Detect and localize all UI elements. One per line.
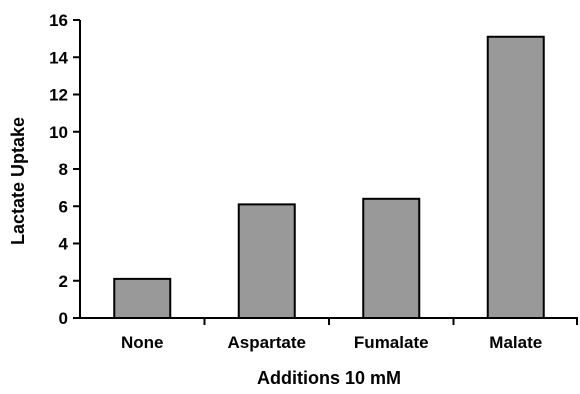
- y-ticks: 0 2 4 6 8 10 12 14 16: [49, 11, 80, 328]
- category-label-malate: Malate: [489, 333, 542, 352]
- bar-aspartate: [237, 203, 296, 319]
- bar-malate: [486, 35, 545, 319]
- x-ticks: [203, 318, 578, 325]
- y-tick-label: 14: [49, 48, 68, 67]
- bar-none: [113, 277, 172, 320]
- y-tick-label: 2: [59, 272, 68, 291]
- y-tick-label: 8: [59, 160, 68, 179]
- category-labels: None Aspartate Fumalate Malate: [121, 333, 542, 352]
- y-tick-label: 4: [59, 235, 69, 254]
- category-label-fumalate: Fumalate: [354, 333, 429, 352]
- category-label-aspartate: Aspartate: [228, 333, 306, 352]
- x-axis-title: Additions 10 mM: [257, 368, 401, 388]
- bars: [113, 35, 545, 320]
- y-tick-label: 10: [49, 123, 68, 142]
- category-label-none: None: [121, 333, 164, 352]
- y-tick-label: 12: [49, 86, 68, 105]
- bar-fumalate: [362, 197, 421, 319]
- y-tick-label: 16: [49, 11, 68, 30]
- y-axis-title: Lactate Uptake: [8, 117, 28, 245]
- y-tick-label: 0: [59, 309, 68, 328]
- y-tick-label: 6: [59, 197, 68, 216]
